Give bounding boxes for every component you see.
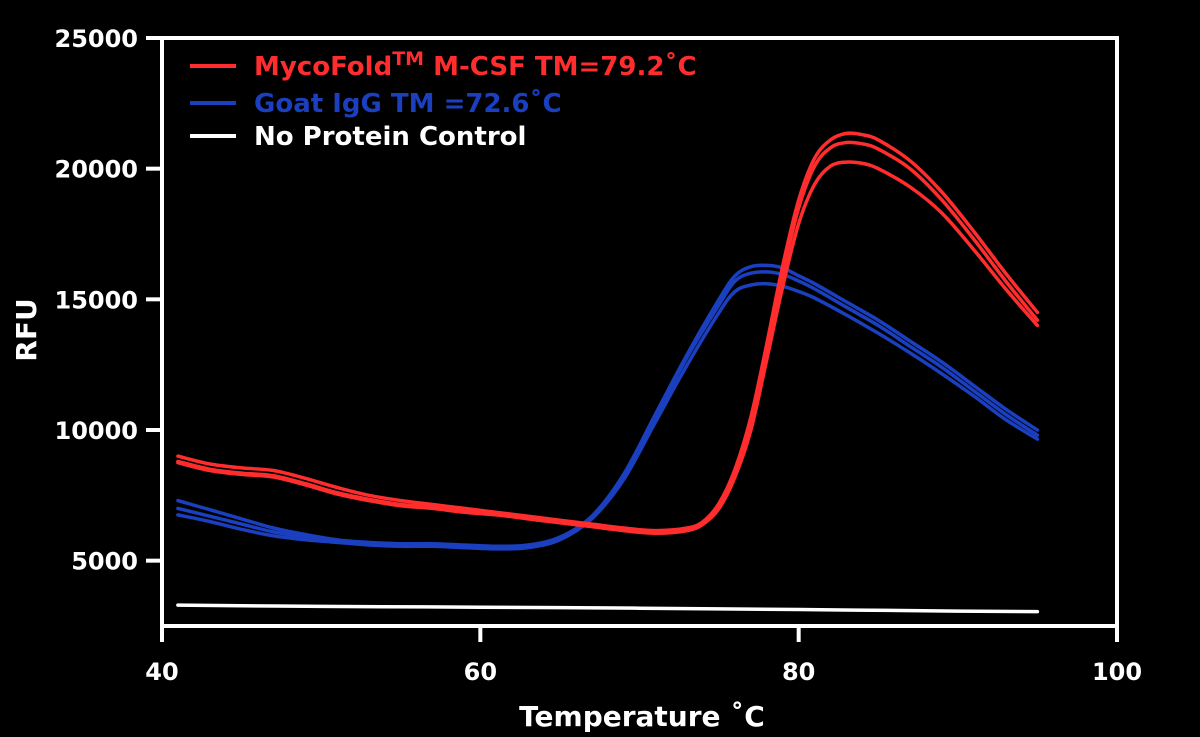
x-tick-label: 80 — [782, 658, 815, 686]
series-0-replicate-0-line — [176, 131, 1040, 533]
plot-border — [160, 36, 1119, 628]
y-tick-label: 15000 — [55, 286, 139, 314]
y-axis-ticks: 5000 10000 15000 20000 25000 — [55, 25, 162, 576]
series-0-replicate-1-line — [176, 140, 1040, 534]
series-1-replicate-2-line — [176, 281, 1040, 551]
x-axis-ticks: 40 60 80 100 — [145, 626, 1142, 686]
legend-label-0: MycoFoldTM M-CSF TM=79.2˚C — [254, 48, 697, 82]
x-axis-title: Temperature ˚C — [519, 700, 765, 733]
y-tick-label: 25000 — [55, 25, 139, 53]
y-axis-title: RFU — [10, 298, 43, 361]
legend: MycoFoldTM M-CSF TM=79.2˚C Goat IgG TM =7… — [190, 48, 697, 152]
y-tick-label: 5000 — [71, 548, 138, 576]
x-tick-label: 60 — [464, 658, 497, 686]
series-0-replicate-2-line — [176, 160, 1040, 535]
y-tick-label: 10000 — [55, 417, 139, 445]
series-2-replicate-0-line — [176, 603, 1040, 614]
y-tick-label: 20000 — [55, 156, 139, 184]
plot-frame — [160, 36, 1119, 628]
x-tick-label: 40 — [145, 658, 178, 686]
legend-label-1: Goat IgG TM =72.6˚C — [254, 88, 562, 119]
x-tick-label: 100 — [1092, 658, 1142, 686]
legend-label-2: No Protein Control — [254, 122, 526, 152]
curves — [176, 131, 1040, 614]
series-1-replicate-1-line — [176, 270, 1040, 550]
